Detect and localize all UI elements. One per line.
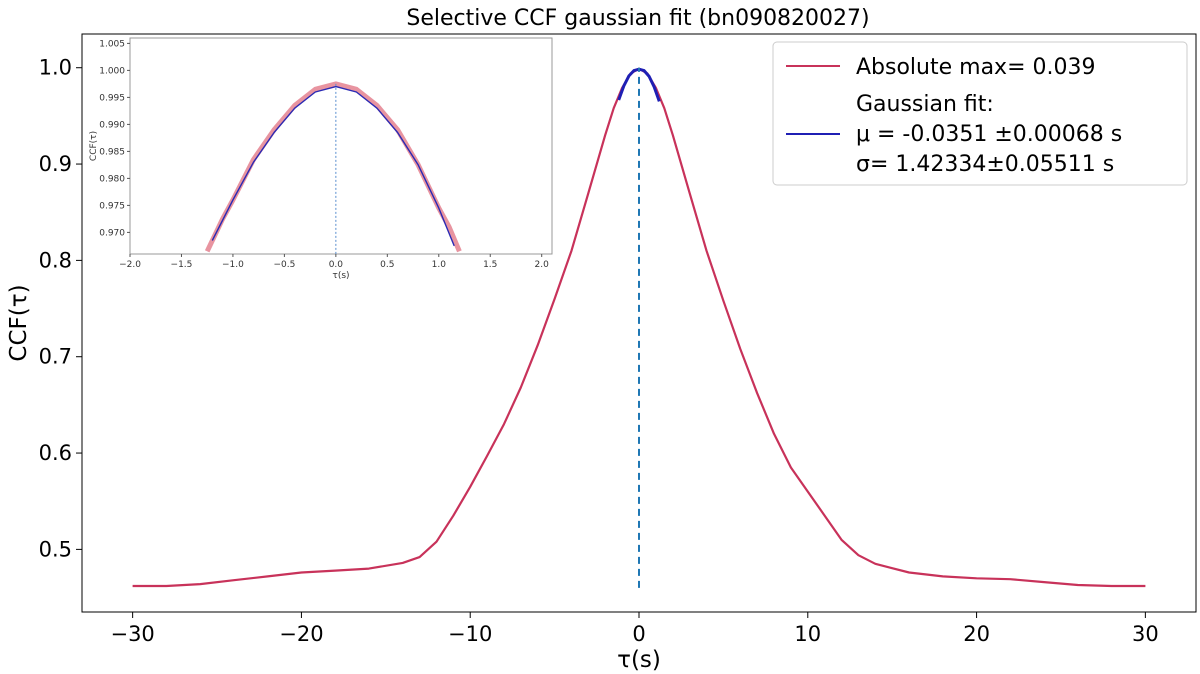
x-tick-label: −20 bbox=[279, 622, 323, 646]
x-tick-label: −10 bbox=[448, 622, 492, 646]
inset-frame bbox=[129, 37, 553, 255]
x-tick-label: 0 bbox=[632, 622, 645, 646]
y-tick-label: 0.5 bbox=[39, 537, 72, 561]
inset-y-axis-label: CCF(τ) bbox=[89, 131, 99, 161]
inset-x-axis-ticks: −2.0 −1.5 −1.0 −0.5 0.0 0.5 1.0 1.5 2.0 bbox=[119, 254, 549, 270]
inset-x-tick-label: 0.0 bbox=[329, 260, 344, 270]
inset-x-axis-label: τ(s) bbox=[332, 271, 349, 281]
inset-x-tick-label: 1.5 bbox=[483, 260, 497, 270]
x-tick-label: 30 bbox=[1132, 622, 1159, 646]
inset-x-tick-label: −2.0 bbox=[119, 260, 141, 270]
inset-x-tick-label: 2.0 bbox=[535, 260, 550, 270]
inset-fit-line bbox=[211, 85, 455, 247]
legend-fit-sigma: σ= 1.42334±0.05511 s bbox=[856, 152, 1114, 177]
y-tick-label: 1.0 bbox=[39, 56, 72, 80]
gaussian-fit-line bbox=[617, 67, 661, 102]
inset-x-tick-label: −1.0 bbox=[222, 260, 244, 270]
y-tick-label: 0.7 bbox=[39, 345, 72, 369]
y-axis-label: CCF(τ) bbox=[6, 284, 32, 361]
y-tick-label: 0.8 bbox=[39, 248, 72, 272]
inset-y-tick-label: 0.970 bbox=[99, 228, 125, 238]
x-tick-label: 20 bbox=[963, 622, 990, 646]
inset-y-tick-label: 0.985 bbox=[99, 147, 125, 157]
inset-y-tick-label: 0.995 bbox=[99, 93, 125, 103]
legend-label-absolute-max: Absolute max= 0.039 bbox=[856, 55, 1096, 80]
inset-y-tick-label: 0.980 bbox=[99, 174, 125, 184]
legend: Absolute max= 0.039 Gaussian fit: μ = -0… bbox=[772, 41, 1188, 186]
inset-y-axis-ticks: 0.970 0.975 0.980 0.985 0.990 0.995 1.000 1.005 bbox=[99, 39, 130, 238]
inset-x-tick-label: −0.5 bbox=[273, 260, 295, 270]
legend-label-gaussian-fit: Gaussian fit: bbox=[856, 92, 994, 117]
x-axis-label: τ(s) bbox=[617, 647, 661, 673]
inset-plot: −2.0 −1.5 −1.0 −0.5 0.0 0.5 1.0 1.5 2.0 0.9700.9… bbox=[89, 37, 553, 281]
y-axis-ticks: 0.5 0.6 0.7 0.8 0.9 1.0 bbox=[39, 56, 82, 561]
inset-y-tick-label: 1.005 bbox=[99, 39, 125, 49]
x-tick-label: 10 bbox=[794, 622, 821, 646]
inset-y-tick-label: 0.990 bbox=[99, 120, 125, 130]
inset-y-tick-label: 0.975 bbox=[99, 201, 125, 211]
chart-title: Selective CCF gaussian fit (bn090820027) bbox=[406, 6, 869, 31]
legend-fit-mu: μ = -0.0351 ±0.00068 s bbox=[856, 122, 1122, 147]
y-tick-label: 0.6 bbox=[39, 441, 72, 465]
x-axis-ticks: −30 −20 −10 0 10 20 30 bbox=[110, 612, 1159, 646]
inset-x-tick-label: 1.0 bbox=[432, 260, 447, 270]
inset-y-tick-label: 1.000 bbox=[99, 66, 125, 76]
inset-x-tick-label: −1.5 bbox=[171, 260, 193, 270]
legend-frame bbox=[772, 41, 1188, 186]
y-tick-label: 0.9 bbox=[39, 152, 72, 176]
x-tick-label: −30 bbox=[110, 622, 154, 646]
inset-x-tick-label: 0.5 bbox=[380, 260, 394, 270]
